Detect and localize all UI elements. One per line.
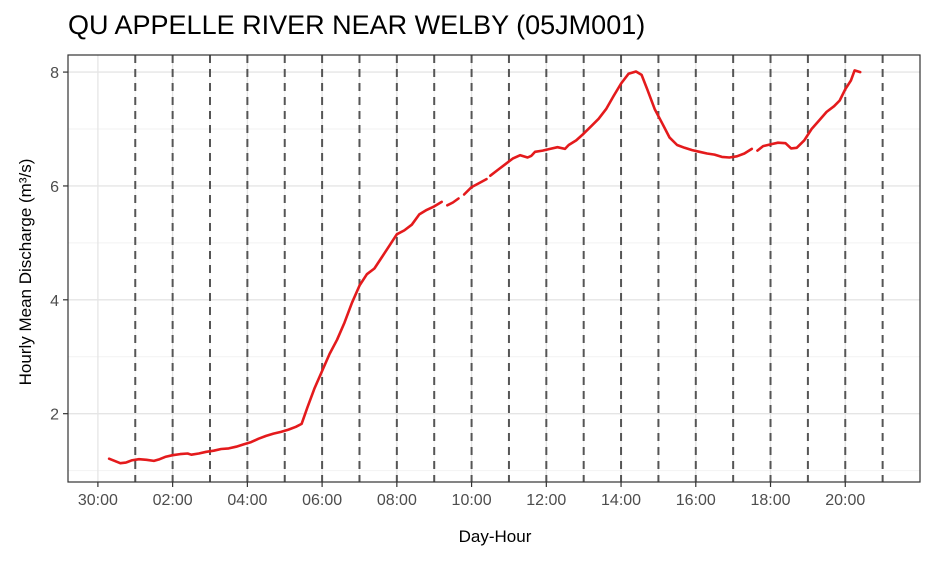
y-tick-label: 2 (50, 407, 59, 424)
x-tick-label: 30:00 (78, 492, 118, 509)
grid-layer (68, 55, 920, 482)
x-tick-label: 18:00 (751, 492, 791, 509)
discharge-line-segment (445, 197, 460, 207)
discharge-line-segment (488, 70, 754, 177)
hour-marker-layer (134, 55, 884, 482)
series-layer (107, 69, 862, 465)
x-tick-label: 02:00 (153, 492, 193, 509)
x-tick-label: 08:00 (377, 492, 417, 509)
discharge-line-segment (107, 200, 444, 465)
discharge-line-segment (462, 177, 488, 196)
x-axis-label: Day-Hour (459, 527, 532, 546)
chart-title: QU APPELLE RIVER NEAR WELBY (05JM001) (68, 10, 646, 40)
x-tick-label: 14:00 (601, 492, 641, 509)
discharge-line-segment (756, 69, 862, 152)
y-axis-label: Hourly Mean Discharge (m³/s) (16, 159, 35, 386)
y-tick-label: 6 (50, 179, 59, 196)
axis-layer: 2 4 6 8 30:00 02:00 04:00 06:00 08:00 10:00 12:00 1… (50, 54, 921, 509)
y-tick-label: 8 (50, 65, 59, 82)
x-tick-label: 12:00 (526, 492, 566, 509)
x-tick-label: 06:00 (302, 492, 342, 509)
x-tick-label: 16:00 (676, 492, 716, 509)
y-tick-label: 4 (50, 293, 59, 310)
x-tick-label: 04:00 (227, 492, 267, 509)
plot-panel-border (67, 54, 921, 483)
x-tick-label: 20:00 (825, 492, 865, 509)
x-tick-label: 10:00 (452, 492, 492, 509)
